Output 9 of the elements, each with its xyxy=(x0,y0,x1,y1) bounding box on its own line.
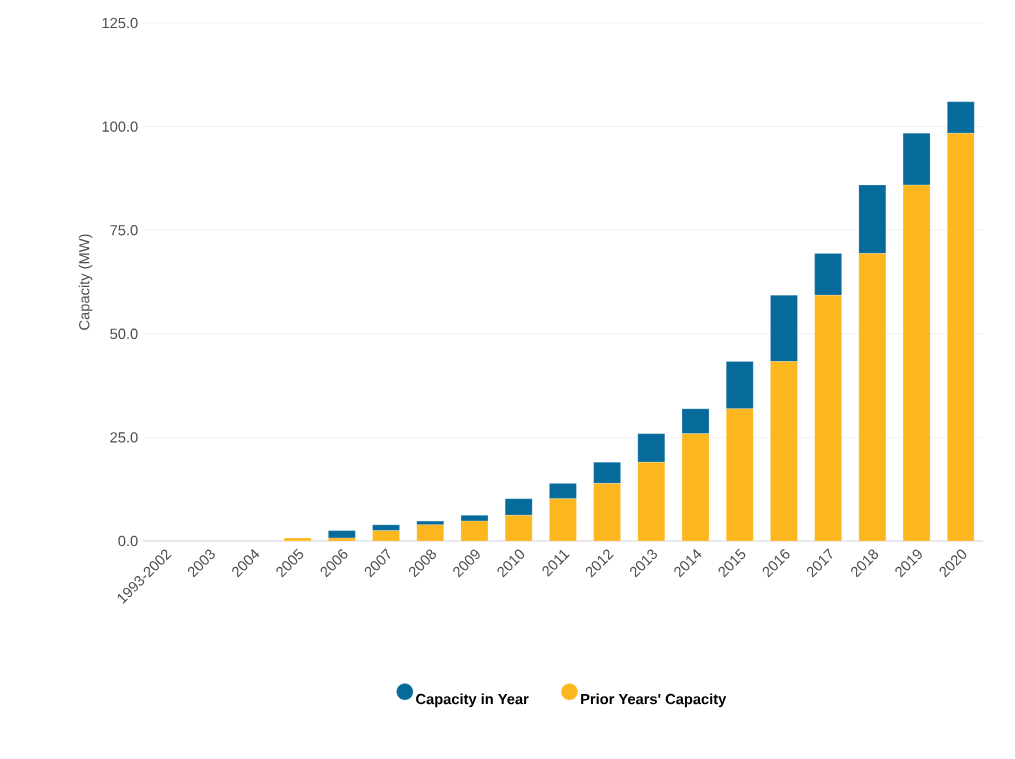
y-tick-label: 25.0 xyxy=(110,432,138,443)
legend-label: Prior Years' Capacity xyxy=(581,693,727,708)
y-axis-title: Capacity (MW) xyxy=(78,234,93,330)
legend-label: Capacity in Year xyxy=(416,693,529,708)
y-tick-label: 75.0 xyxy=(110,225,138,236)
y-tick-label: 125.0 xyxy=(102,17,138,29)
y-tick-label: 100.0 xyxy=(102,121,138,132)
y-tick-label: 0.0 xyxy=(118,535,138,547)
y-tick-label: 50.0 xyxy=(110,328,138,339)
